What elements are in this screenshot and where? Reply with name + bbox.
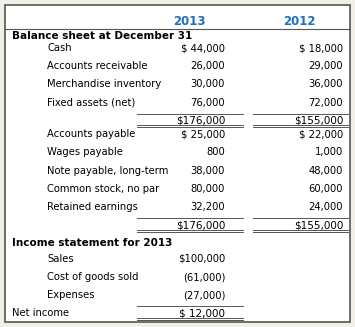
Text: $155,000: $155,000 bbox=[294, 220, 343, 230]
Text: 1,000: 1,000 bbox=[315, 147, 343, 158]
Text: $ 25,000: $ 25,000 bbox=[181, 129, 225, 139]
Text: Cash: Cash bbox=[47, 43, 72, 53]
Text: Accounts payable: Accounts payable bbox=[47, 129, 136, 139]
Text: $176,000: $176,000 bbox=[176, 116, 225, 126]
Text: (61,000): (61,000) bbox=[183, 272, 225, 282]
Text: Note payable, long-term: Note payable, long-term bbox=[47, 166, 169, 176]
Text: Common stock, no par: Common stock, no par bbox=[47, 184, 159, 194]
Text: 32,200: 32,200 bbox=[190, 202, 225, 212]
Text: Sales: Sales bbox=[47, 254, 74, 264]
Text: 80,000: 80,000 bbox=[191, 184, 225, 194]
Text: $ 44,000: $ 44,000 bbox=[181, 43, 225, 53]
Text: Net income: Net income bbox=[12, 308, 69, 318]
Text: $ 22,000: $ 22,000 bbox=[299, 129, 343, 139]
Text: Expenses: Expenses bbox=[47, 290, 95, 300]
Text: 29,000: 29,000 bbox=[308, 61, 343, 71]
Text: 72,000: 72,000 bbox=[308, 97, 343, 108]
Text: 2013: 2013 bbox=[174, 15, 206, 28]
Text: 26,000: 26,000 bbox=[190, 61, 225, 71]
Text: 60,000: 60,000 bbox=[308, 184, 343, 194]
Text: $155,000: $155,000 bbox=[294, 116, 343, 126]
Text: Balance sheet at December 31: Balance sheet at December 31 bbox=[12, 31, 192, 41]
Text: 48,000: 48,000 bbox=[308, 166, 343, 176]
Text: 30,000: 30,000 bbox=[191, 79, 225, 89]
Text: $ 18,000: $ 18,000 bbox=[299, 43, 343, 53]
Text: (27,000): (27,000) bbox=[183, 290, 225, 300]
Text: 2012: 2012 bbox=[283, 15, 315, 28]
Text: 76,000: 76,000 bbox=[190, 97, 225, 108]
Text: Accounts receivable: Accounts receivable bbox=[47, 61, 148, 71]
Text: 38,000: 38,000 bbox=[191, 166, 225, 176]
FancyBboxPatch shape bbox=[5, 5, 350, 322]
Text: Wages payable: Wages payable bbox=[47, 147, 123, 158]
Text: Cost of goods sold: Cost of goods sold bbox=[47, 272, 139, 282]
Text: Merchandise inventory: Merchandise inventory bbox=[47, 79, 162, 89]
Text: 24,000: 24,000 bbox=[308, 202, 343, 212]
Text: Income statement for 2013: Income statement for 2013 bbox=[12, 238, 172, 248]
Text: 36,000: 36,000 bbox=[308, 79, 343, 89]
Text: 800: 800 bbox=[206, 147, 225, 158]
Text: Fixed assets (net): Fixed assets (net) bbox=[47, 97, 135, 108]
Text: $100,000: $100,000 bbox=[178, 254, 225, 264]
Text: $176,000: $176,000 bbox=[176, 220, 225, 230]
Text: Retained earnings: Retained earnings bbox=[47, 202, 138, 212]
Text: $ 12,000: $ 12,000 bbox=[179, 308, 225, 318]
